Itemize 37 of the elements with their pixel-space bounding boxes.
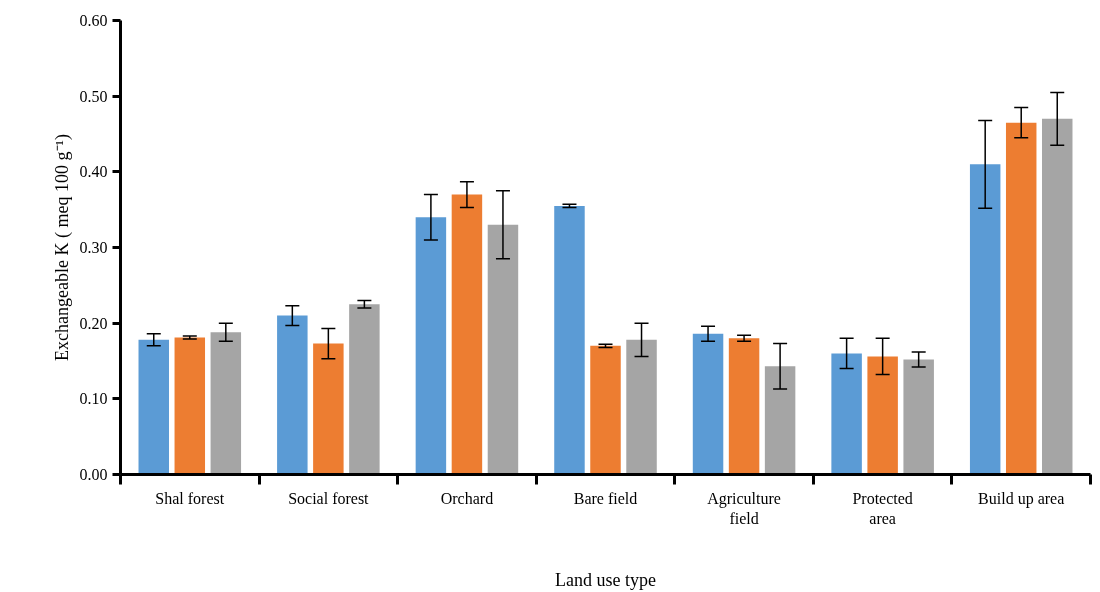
y-axis-title: Exchangeable K ( meq 100 g⁻¹) (51, 134, 73, 361)
x-tick-label: Shal forest (155, 489, 225, 507)
bar (1042, 118, 1073, 475)
bar (415, 217, 447, 475)
x-tick-label: Agriculture field (707, 489, 781, 527)
bar (313, 343, 344, 475)
bar (349, 304, 380, 475)
x-tick-label: Build up area (978, 489, 1065, 508)
bar (692, 333, 724, 475)
bar (831, 353, 862, 475)
bar (969, 164, 1001, 475)
bar (728, 338, 760, 475)
bar (554, 205, 585, 475)
y-tick-label: 0.60 (79, 12, 108, 29)
x-tick-label: Protected area (852, 489, 913, 527)
bar (210, 332, 242, 475)
y-tick-label: 0.20 (79, 314, 108, 332)
bar (487, 224, 519, 475)
bar (138, 339, 169, 475)
y-tick-label: 0.50 (79, 87, 108, 105)
bar (867, 356, 898, 475)
bar (626, 339, 657, 475)
x-tick-label: Social forest (288, 489, 370, 507)
y-tick-label: 0.00 (79, 466, 108, 483)
y-tick-label: 0.10 (79, 390, 108, 408)
bar (451, 194, 483, 475)
bar (1005, 122, 1037, 475)
bar (174, 337, 206, 475)
bar (277, 315, 308, 475)
x-tick-label: Orchard (440, 489, 494, 507)
bar (590, 345, 621, 475)
y-tick-label: 0.40 (79, 163, 108, 181)
y-tick-label: 0.30 (79, 239, 108, 256)
x-tick-label: Bare field (573, 489, 638, 507)
bar (764, 366, 796, 475)
x-axis-title: Land use type (555, 569, 656, 590)
bar (903, 359, 934, 475)
